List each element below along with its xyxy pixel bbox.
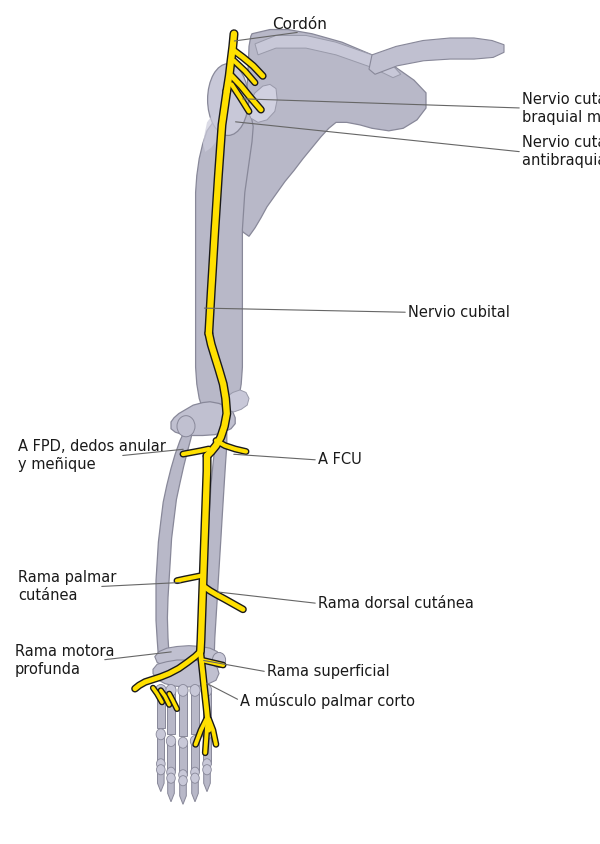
Polygon shape <box>157 734 164 764</box>
Polygon shape <box>203 114 220 152</box>
Polygon shape <box>179 690 187 736</box>
Text: A FCU: A FCU <box>318 452 362 468</box>
Ellipse shape <box>179 770 187 780</box>
Text: Cordón: Cordón <box>272 17 328 32</box>
Ellipse shape <box>156 728 166 739</box>
Polygon shape <box>204 770 210 792</box>
Ellipse shape <box>166 684 176 696</box>
Ellipse shape <box>190 684 200 696</box>
Text: Rama palmar
cutánea: Rama palmar cutánea <box>18 570 116 603</box>
Text: Rama superficial: Rama superficial <box>267 664 389 679</box>
Text: A FPD, dedos anular
y meñique: A FPD, dedos anular y meñique <box>18 439 166 473</box>
Polygon shape <box>369 38 504 74</box>
Ellipse shape <box>212 652 226 668</box>
Ellipse shape <box>208 63 248 135</box>
Polygon shape <box>203 690 211 728</box>
Ellipse shape <box>166 735 176 746</box>
Polygon shape <box>171 402 235 436</box>
Polygon shape <box>203 734 211 764</box>
Ellipse shape <box>191 773 199 783</box>
Polygon shape <box>203 432 227 657</box>
Ellipse shape <box>167 767 175 777</box>
Polygon shape <box>192 778 198 802</box>
Polygon shape <box>247 84 277 122</box>
Ellipse shape <box>179 776 187 786</box>
Ellipse shape <box>155 684 166 696</box>
Text: Rama motora
profunda: Rama motora profunda <box>15 643 115 677</box>
Polygon shape <box>191 741 199 772</box>
Ellipse shape <box>203 759 211 769</box>
Ellipse shape <box>177 415 195 437</box>
Polygon shape <box>196 103 253 409</box>
Polygon shape <box>156 429 193 657</box>
Text: A músculo palmar corto: A músculo palmar corto <box>240 693 415 708</box>
Ellipse shape <box>157 765 165 775</box>
Polygon shape <box>168 778 174 802</box>
Polygon shape <box>255 35 401 78</box>
Ellipse shape <box>202 684 212 696</box>
Ellipse shape <box>191 767 199 777</box>
Polygon shape <box>155 646 219 670</box>
Polygon shape <box>167 741 175 772</box>
Polygon shape <box>180 781 187 804</box>
Ellipse shape <box>178 684 188 696</box>
Polygon shape <box>191 690 199 734</box>
Ellipse shape <box>203 765 211 775</box>
Text: Nervio cutáneo
antibraquial medial: Nervio cutáneo antibraquial medial <box>522 135 600 169</box>
Polygon shape <box>179 743 187 775</box>
Ellipse shape <box>202 728 212 739</box>
Polygon shape <box>153 660 219 687</box>
Ellipse shape <box>190 735 200 746</box>
Text: Rama dorsal cutánea: Rama dorsal cutánea <box>318 596 474 611</box>
Ellipse shape <box>178 738 188 748</box>
Polygon shape <box>157 690 165 728</box>
Text: Nervio cutáneo
braquial medial: Nervio cutáneo braquial medial <box>522 91 600 125</box>
Ellipse shape <box>167 773 175 783</box>
Polygon shape <box>157 770 164 792</box>
Ellipse shape <box>157 759 165 769</box>
Polygon shape <box>233 30 426 236</box>
Text: Nervio cubital: Nervio cubital <box>408 305 510 320</box>
Polygon shape <box>167 690 175 734</box>
Polygon shape <box>222 390 249 412</box>
